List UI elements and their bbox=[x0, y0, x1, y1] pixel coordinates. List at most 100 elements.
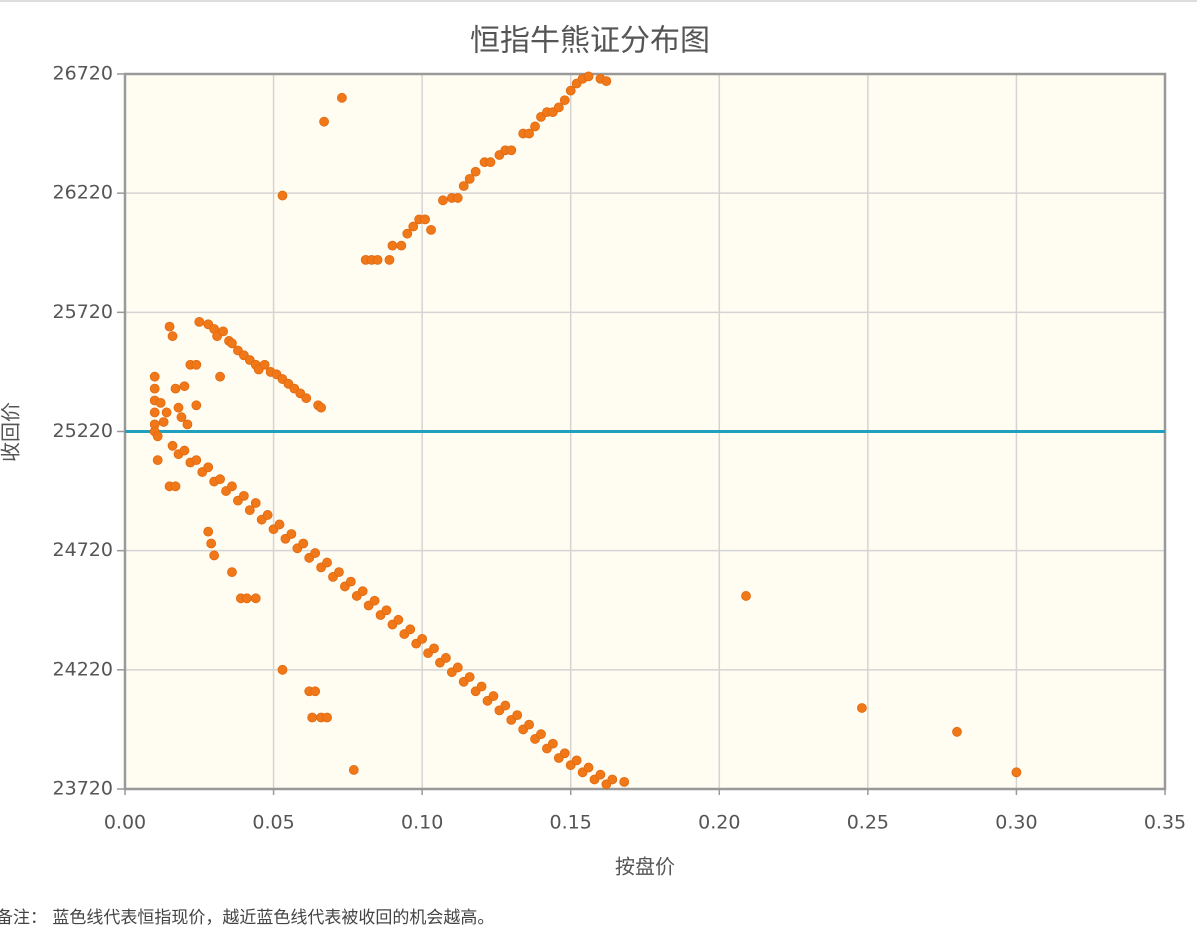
point bbox=[274, 519, 285, 530]
point bbox=[452, 662, 463, 673]
point bbox=[452, 193, 463, 203]
point bbox=[310, 686, 321, 697]
x-tick-label: 0.05 bbox=[252, 812, 294, 834]
point bbox=[191, 455, 202, 466]
point bbox=[286, 529, 297, 539]
point bbox=[429, 643, 439, 654]
point bbox=[387, 240, 398, 251]
point bbox=[250, 498, 261, 508]
y-tick-label: 24720 bbox=[53, 539, 113, 561]
y-tick-label: 24220 bbox=[53, 658, 113, 680]
point bbox=[438, 195, 448, 206]
point bbox=[244, 505, 255, 516]
point bbox=[170, 383, 181, 394]
point bbox=[316, 402, 327, 413]
point bbox=[161, 407, 172, 418]
point bbox=[426, 224, 436, 235]
point bbox=[381, 605, 392, 616]
point bbox=[149, 383, 160, 394]
point bbox=[238, 490, 249, 501]
point bbox=[262, 510, 273, 520]
point bbox=[405, 624, 416, 635]
point bbox=[601, 76, 612, 87]
point bbox=[583, 762, 594, 773]
point bbox=[191, 359, 202, 370]
point bbox=[167, 331, 178, 342]
point bbox=[857, 703, 867, 713]
point bbox=[458, 181, 469, 191]
point bbox=[152, 431, 163, 442]
y-tick-label: 23720 bbox=[53, 778, 113, 800]
x-tick-label: 0.35 bbox=[1144, 812, 1186, 834]
point bbox=[182, 419, 193, 430]
point bbox=[396, 240, 407, 251]
point bbox=[319, 116, 329, 127]
point bbox=[441, 653, 451, 663]
point bbox=[227, 338, 237, 349]
point bbox=[607, 774, 618, 785]
point bbox=[583, 71, 594, 82]
y-tick-label: 25720 bbox=[53, 301, 113, 323]
point bbox=[402, 228, 413, 239]
point bbox=[1011, 767, 1022, 778]
point bbox=[218, 326, 228, 337]
point bbox=[565, 85, 576, 96]
x-tick-label: 0.15 bbox=[550, 812, 592, 834]
x-axis-label: 按盘价 bbox=[615, 855, 675, 879]
point bbox=[506, 145, 517, 156]
point bbox=[512, 710, 523, 721]
point bbox=[170, 481, 181, 492]
point bbox=[485, 157, 496, 168]
x-tick-label: 0.10 bbox=[401, 812, 443, 834]
point bbox=[524, 128, 535, 139]
x-tick-label: 0.20 bbox=[698, 812, 740, 834]
point bbox=[559, 95, 570, 106]
point bbox=[536, 729, 546, 740]
point bbox=[277, 664, 288, 675]
point bbox=[741, 591, 751, 601]
point bbox=[155, 397, 166, 408]
y-axis-label: 收回价 bbox=[0, 402, 23, 462]
point bbox=[301, 393, 312, 404]
point bbox=[464, 672, 475, 682]
point bbox=[420, 214, 431, 225]
point bbox=[619, 776, 630, 787]
point bbox=[209, 550, 220, 561]
point bbox=[203, 526, 214, 537]
point bbox=[194, 316, 205, 327]
point bbox=[152, 455, 163, 466]
point bbox=[952, 726, 962, 737]
point bbox=[559, 748, 570, 759]
point bbox=[369, 595, 380, 606]
point bbox=[595, 769, 606, 780]
point bbox=[476, 681, 487, 692]
point bbox=[488, 691, 499, 701]
x-tick-label: 0.30 bbox=[995, 812, 1037, 834]
point bbox=[241, 593, 252, 604]
point bbox=[149, 407, 160, 418]
point bbox=[176, 412, 187, 423]
point bbox=[384, 254, 395, 265]
x-tick-label: 0.25 bbox=[847, 812, 889, 834]
point bbox=[227, 567, 237, 578]
point bbox=[167, 440, 178, 451]
point bbox=[310, 548, 321, 558]
point bbox=[173, 402, 184, 413]
point bbox=[227, 481, 237, 492]
point bbox=[277, 190, 288, 201]
point bbox=[322, 712, 332, 723]
point bbox=[524, 719, 535, 730]
point bbox=[408, 221, 419, 232]
y-tick-label: 26720 bbox=[53, 63, 113, 85]
point bbox=[179, 381, 190, 392]
x-tick-label: 0.00 bbox=[104, 812, 146, 834]
point bbox=[158, 417, 169, 427]
point bbox=[164, 321, 175, 332]
point bbox=[470, 166, 481, 177]
point bbox=[348, 765, 359, 775]
point bbox=[345, 576, 356, 587]
point bbox=[372, 254, 383, 265]
point bbox=[215, 371, 225, 382]
point bbox=[571, 755, 582, 766]
